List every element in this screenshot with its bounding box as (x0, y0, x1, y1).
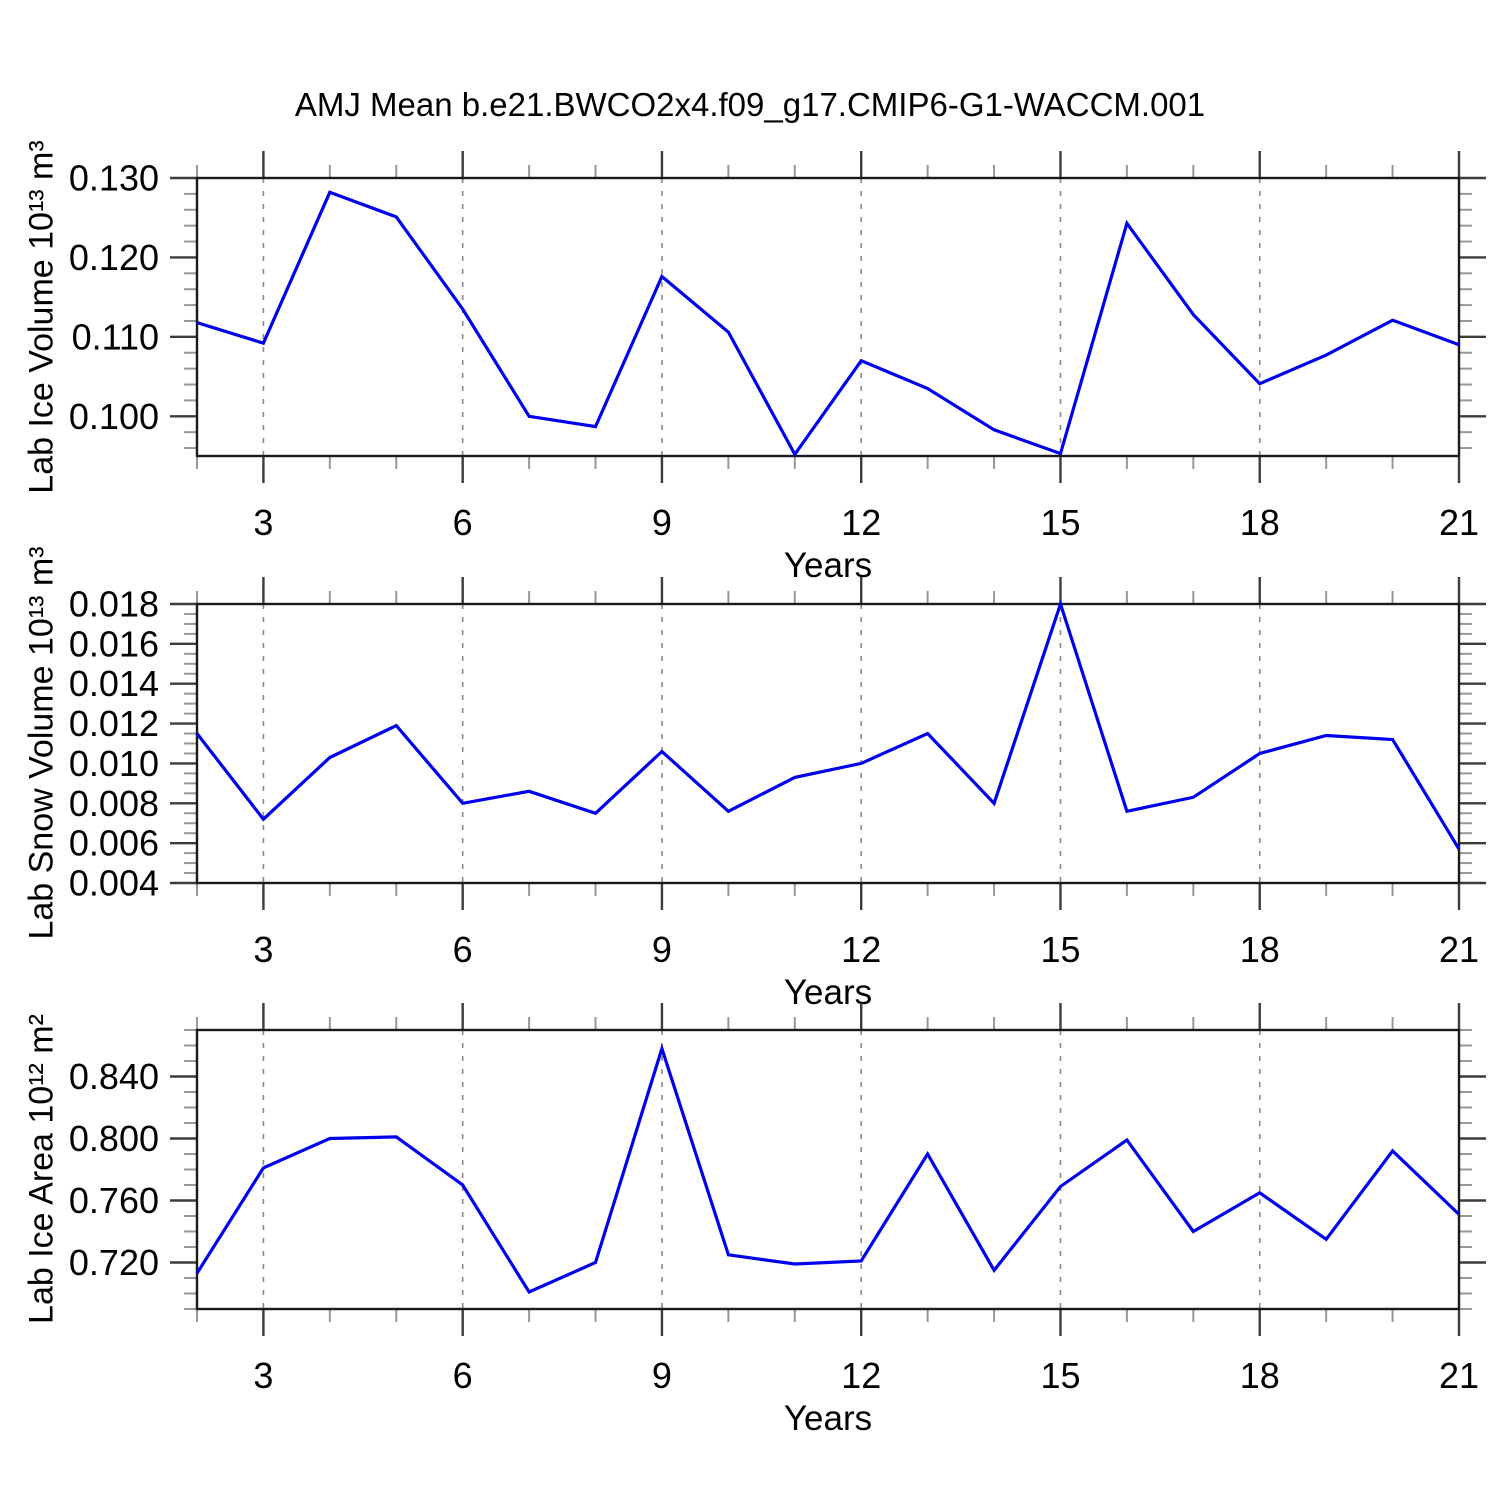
data-line-lab-ice-volume (196, 190, 1460, 458)
x-tick-label: 3 (253, 1355, 273, 1396)
x-tick-label: 18 (1240, 502, 1280, 543)
plot-frame (195, 602, 1461, 885)
y-tick-label: 0.012 (69, 703, 159, 744)
plot-frame (195, 176, 1461, 458)
x-tick-label: 15 (1040, 1355, 1080, 1396)
y-tick-label: 0.100 (69, 396, 159, 437)
y-tick-label: 0.800 (69, 1118, 159, 1159)
x-tick-label: 3 (253, 929, 273, 970)
x-tick-label: 12 (841, 502, 881, 543)
x-axis-title-years-middle: Years (783, 973, 873, 1012)
x-tick-label: 18 (1240, 1355, 1280, 1396)
y-tick-label: 0.120 (69, 237, 159, 278)
plot-frame (195, 1028, 1461, 1311)
x-tick-label: 21 (1439, 1355, 1479, 1396)
y-tick-label: 0.006 (69, 823, 159, 864)
y-tick-label: 0.130 (69, 158, 159, 199)
x-tick-label: 15 (1040, 929, 1080, 970)
x-tick-label: 6 (453, 502, 473, 543)
x-axis-title-years-top: Years (783, 546, 873, 585)
y-tick-label: 0.110 (72, 316, 159, 357)
x-tick-label: 12 (841, 1355, 881, 1396)
x-tick-label: 3 (253, 502, 273, 543)
x-tick-label: 18 (1240, 929, 1280, 970)
chart-title: AMJ Mean b.e21.BWCO2x4.f09_g17.CMIP6-G1-… (294, 86, 1206, 123)
y-tick-label: 0.008 (69, 783, 159, 824)
x-tick-label: 21 (1439, 929, 1479, 970)
y-tick-label: 0.720 (69, 1242, 159, 1283)
x-tick-label: 9 (652, 502, 672, 543)
x-tick-label: 15 (1040, 502, 1080, 543)
y-tick-label: 0.760 (69, 1180, 159, 1221)
x-tick-label: 21 (1439, 502, 1479, 543)
y-tick-label: 0.014 (69, 663, 159, 704)
x-tick-label: 9 (652, 1355, 672, 1396)
y-tick-label: 0.016 (69, 623, 159, 664)
y-tick-label: 0.010 (69, 743, 159, 784)
y-tick-label: 0.840 (69, 1056, 159, 1097)
x-tick-label: 12 (841, 929, 881, 970)
x-tick-label: 9 (652, 929, 672, 970)
x-axis-title-years-bottom: Years (783, 1399, 873, 1438)
data-line-lab-snow-volume (195, 598, 1461, 850)
x-tick-label: 6 (453, 929, 473, 970)
data-line-lab-ice-area (195, 1043, 1461, 1295)
y-tick-label: 0.004 (69, 863, 159, 904)
x-tick-label: 6 (453, 1355, 473, 1396)
y-tick-label: 0.018 (69, 584, 159, 625)
